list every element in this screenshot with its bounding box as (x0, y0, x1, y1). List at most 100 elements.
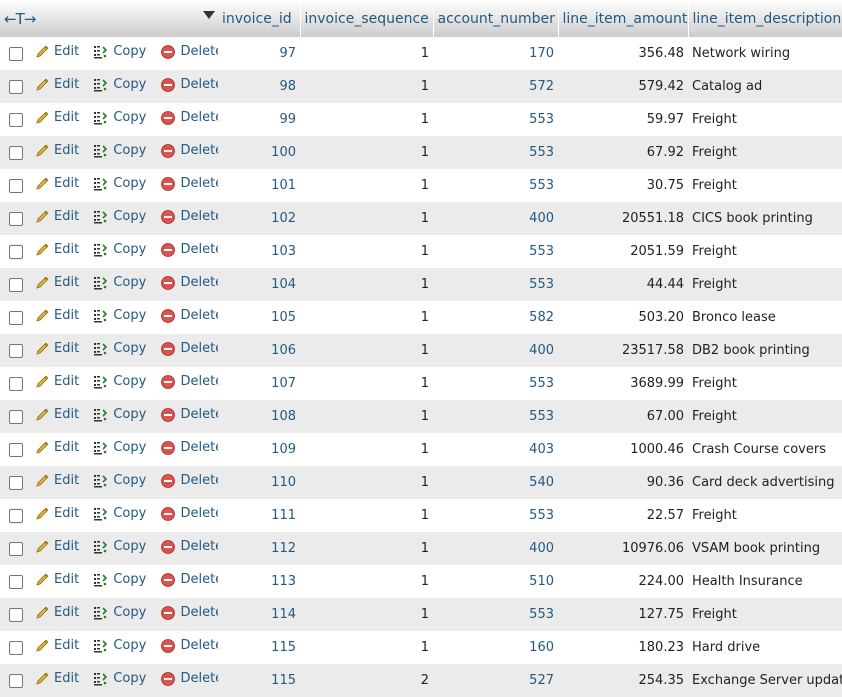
delete-button[interactable]: Delete (160, 308, 218, 324)
copy-button[interactable]: Copy (93, 308, 146, 324)
edit-button[interactable]: Edit (34, 275, 79, 291)
delete-label: Delete (180, 572, 218, 587)
delete-button[interactable]: Delete (160, 374, 218, 390)
delete-label: Delete (180, 44, 218, 59)
row-checkbox[interactable] (9, 211, 23, 226)
delete-button[interactable]: Delete (160, 275, 218, 291)
delete-button[interactable]: Delete (160, 473, 218, 489)
edit-button[interactable]: Edit (34, 143, 79, 159)
row-checkbox[interactable] (9, 475, 23, 490)
delete-button[interactable]: Delete (160, 341, 218, 357)
row-checkbox[interactable] (9, 409, 23, 424)
edit-button[interactable]: Edit (34, 440, 79, 456)
row-checkbox[interactable] (9, 178, 23, 193)
copy-button[interactable]: Copy (93, 341, 146, 357)
copy-icon (94, 606, 108, 619)
delete-label: Delete (180, 176, 218, 191)
delete-button[interactable]: Delete (160, 638, 218, 654)
delete-button[interactable]: Delete (160, 605, 218, 621)
copy-button[interactable]: Copy (93, 440, 146, 456)
invoice-sequence-cell: 1 (300, 103, 433, 136)
row-checkbox[interactable] (9, 343, 23, 358)
delete-button[interactable]: Delete (160, 407, 218, 423)
column-header-account-number[interactable]: account_number (433, 0, 559, 37)
edit-button[interactable]: Edit (34, 209, 79, 225)
row-checkbox[interactable] (9, 310, 23, 325)
copy-button[interactable]: Copy (93, 275, 146, 291)
row-checkbox[interactable] (9, 277, 23, 292)
copy-button[interactable]: Copy (93, 539, 146, 555)
edit-button[interactable]: Edit (34, 110, 79, 126)
edit-button[interactable]: Edit (34, 539, 79, 555)
column-header-line-item-description[interactable]: line_item_description (688, 0, 842, 37)
column-header-line-item-amount[interactable]: line_item_amount (558, 0, 689, 37)
row-checkbox[interactable] (9, 574, 23, 589)
line-item-amount-cell: 30.75 (558, 169, 688, 202)
row-checkbox[interactable] (9, 508, 23, 523)
edit-button[interactable]: Edit (34, 77, 79, 93)
delete-button[interactable]: Delete (160, 77, 218, 93)
edit-button[interactable]: Edit (34, 605, 79, 621)
edit-label: Edit (54, 605, 80, 620)
copy-button[interactable]: Copy (93, 77, 146, 93)
edit-button[interactable]: Edit (34, 242, 79, 258)
copy-button[interactable]: Copy (93, 242, 146, 258)
delete-button[interactable]: Delete (160, 440, 218, 456)
edit-button[interactable]: Edit (34, 44, 79, 60)
copy-button[interactable]: Copy (93, 671, 146, 687)
row-checkbox[interactable] (9, 376, 23, 391)
copy-button[interactable]: Copy (93, 374, 146, 390)
delete-button[interactable]: Delete (160, 539, 218, 555)
delete-button[interactable]: Delete (160, 44, 218, 60)
invoice-sequence-cell: 1 (300, 235, 433, 268)
copy-button[interactable]: Copy (93, 44, 146, 60)
delete-button[interactable]: Delete (160, 209, 218, 225)
table-row: Edit Copy (0, 235, 842, 268)
copy-button[interactable]: Copy (93, 638, 146, 654)
sort-down-icon[interactable] (203, 11, 215, 19)
delete-button[interactable]: Delete (160, 242, 218, 258)
edit-button[interactable]: Edit (34, 671, 79, 687)
row-checkbox[interactable] (9, 673, 23, 688)
column-arrows[interactable]: ←T→ (4, 9, 36, 28)
row-checkbox[interactable] (9, 244, 23, 259)
delete-button[interactable]: Delete (160, 176, 218, 192)
edit-button[interactable]: Edit (34, 407, 79, 423)
edit-button[interactable]: Edit (34, 506, 79, 522)
row-checkbox[interactable] (9, 640, 23, 655)
copy-button[interactable]: Copy (93, 506, 146, 522)
delete-icon (161, 110, 176, 125)
edit-button[interactable]: Edit (34, 638, 79, 654)
row-checkbox[interactable] (9, 541, 23, 556)
column-header-invoice-id[interactable]: invoice_id (218, 0, 301, 37)
invoice-sequence-cell: 1 (300, 301, 433, 334)
copy-button[interactable]: Copy (93, 473, 146, 489)
row-checkbox[interactable] (9, 46, 23, 61)
row-checkbox[interactable] (9, 79, 23, 94)
delete-button[interactable]: Delete (160, 110, 218, 126)
edit-button[interactable]: Edit (34, 374, 79, 390)
edit-button[interactable]: Edit (34, 572, 79, 588)
edit-button[interactable]: Edit (34, 341, 79, 357)
delete-button[interactable]: Delete (160, 572, 218, 588)
copy-button[interactable]: Copy (93, 572, 146, 588)
edit-button[interactable]: Edit (34, 176, 79, 192)
copy-button[interactable]: Copy (93, 176, 146, 192)
delete-button[interactable]: Delete (160, 506, 218, 522)
delete-button[interactable]: Delete (160, 671, 218, 687)
copy-button[interactable]: Copy (93, 143, 146, 159)
copy-button[interactable]: Copy (93, 110, 146, 126)
copy-button[interactable]: Copy (93, 407, 146, 423)
row-checkbox[interactable] (9, 112, 23, 127)
row-checkbox[interactable] (9, 442, 23, 457)
edit-button[interactable]: Edit (34, 473, 79, 489)
delete-button[interactable]: Delete (160, 143, 218, 159)
column-header-invoice-sequence[interactable]: invoice_sequence (300, 0, 434, 37)
edit-button[interactable]: Edit (34, 308, 79, 324)
row-checkbox[interactable] (9, 145, 23, 160)
delete-icon (161, 374, 176, 389)
copy-button[interactable]: Copy (93, 209, 146, 225)
line-item-amount-cell: 127.75 (558, 598, 688, 631)
copy-button[interactable]: Copy (93, 605, 146, 621)
row-checkbox[interactable] (9, 607, 23, 622)
